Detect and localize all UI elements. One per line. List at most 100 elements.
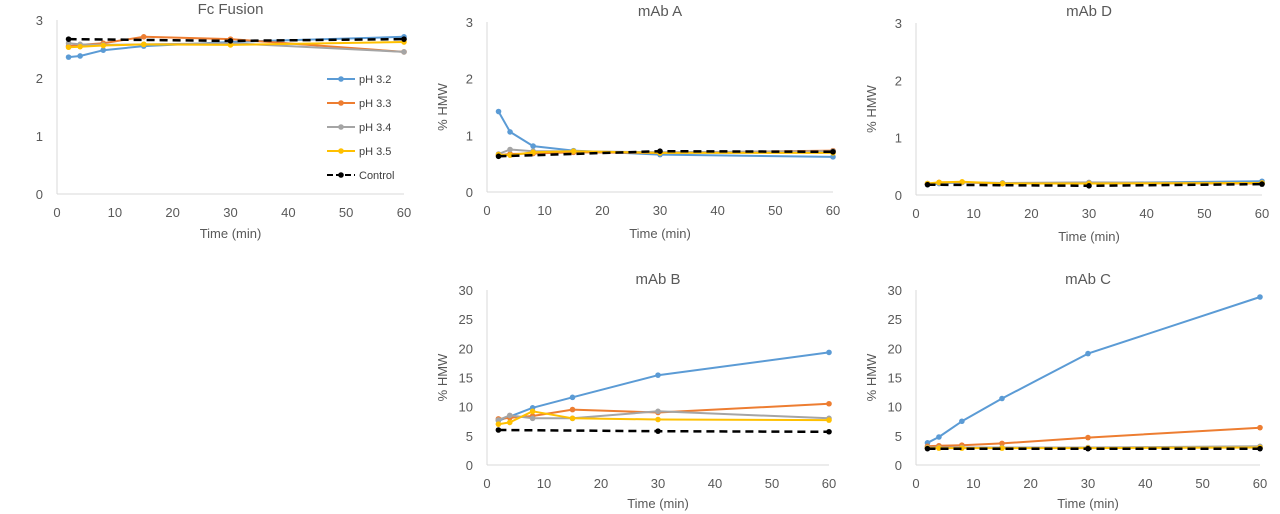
y-tick-label: 15	[888, 371, 902, 386]
data-point	[507, 412, 513, 419]
y-axis-label: % HMW	[864, 353, 879, 401]
data-point	[655, 428, 661, 434]
data-point	[65, 36, 72, 42]
data-point	[655, 416, 661, 423]
y-tick-label: 3	[895, 16, 902, 31]
y-tick-label: 1	[895, 131, 902, 146]
x-axis-label: Time (min)	[1057, 496, 1119, 511]
data-point	[569, 394, 576, 401]
series-ph-3-5	[495, 408, 832, 427]
series-ph-3-2	[924, 294, 1263, 446]
series-control	[65, 36, 407, 44]
legend-item-ph-3-4: pH 3.4	[327, 122, 391, 134]
x-tick-label: 30	[1082, 206, 1096, 221]
x-tick-label: 60	[1253, 476, 1267, 491]
x-tick-label: 20	[1023, 476, 1037, 491]
y-tick-label: 2	[466, 72, 473, 87]
data-point	[495, 427, 502, 433]
data-point	[999, 395, 1005, 402]
x-tick-label: 0	[483, 203, 490, 218]
legend-marker	[338, 124, 344, 130]
data-point	[1085, 350, 1091, 357]
x-tick-label: 60	[822, 476, 836, 491]
y-tick-label: 2	[895, 73, 902, 88]
data-point	[507, 419, 513, 426]
legend: pH 3.2 pH 3.3 pH 3.4 pH 3.5 Control	[327, 74, 394, 182]
x-tick-label: 10	[108, 205, 122, 220]
y-tick-label: 10	[888, 400, 902, 415]
legend-item-ph-3-2: pH 3.2	[327, 74, 391, 86]
x-tick-label: 40	[708, 476, 722, 491]
data-point	[77, 43, 83, 50]
data-point	[100, 42, 107, 49]
chart-mab-c: 0 5 10 15 20 25 30 0 10 20 30 40 50 60 mAb C Time (min)…	[864, 271, 1267, 511]
y-tick-label: 5	[466, 429, 473, 444]
x-tick-label: 20	[594, 476, 608, 491]
data-point	[570, 148, 577, 154]
x-tick-label: 0	[912, 476, 919, 491]
data-point	[495, 153, 502, 160]
y-tick-label: 20	[459, 341, 473, 356]
series-ph-3-4	[495, 408, 832, 423]
data-point	[959, 418, 965, 425]
x-tick-label: 50	[765, 476, 779, 491]
data-point	[65, 40, 72, 46]
chart-title: mAb B	[635, 271, 680, 288]
x-tick-label: 50	[1195, 476, 1209, 491]
x-tick-label: 40	[1139, 206, 1153, 221]
data-point	[924, 445, 931, 452]
x-tick-label: 40	[281, 205, 295, 220]
legend-item-ph-3-3: pH 3.3	[327, 98, 391, 110]
x-axis-label: Time (min)	[200, 226, 262, 241]
data-point	[826, 400, 832, 407]
data-point	[959, 179, 965, 185]
data-point	[1259, 181, 1265, 187]
data-point	[1257, 424, 1263, 431]
y-tick-label: 2	[36, 71, 43, 86]
y-tick-label: 20	[888, 341, 902, 356]
x-tick-label: 40	[710, 203, 724, 218]
x-tick-label: 20	[165, 205, 179, 220]
data-point	[999, 445, 1005, 451]
y-tick-label: 0	[466, 185, 473, 200]
x-tick-label: 0	[912, 206, 919, 221]
y-tick-label: 30	[459, 283, 473, 298]
legend-label: pH 3.3	[359, 98, 391, 110]
y-tick-label: 30	[888, 283, 902, 298]
data-point	[401, 49, 407, 55]
data-point	[999, 440, 1005, 447]
data-point	[530, 149, 536, 156]
y-tick-label: 5	[895, 429, 902, 444]
data-point	[657, 148, 663, 154]
x-axis-label: Time (min)	[1058, 229, 1120, 244]
legend-label: pH 3.4	[359, 122, 391, 134]
series-line	[498, 351, 830, 422]
data-point	[1257, 294, 1263, 300]
series-ph-3-5	[924, 444, 1263, 451]
data-point	[830, 148, 836, 155]
legend-label: Control	[359, 170, 394, 182]
y-tick-label: 1	[36, 129, 43, 144]
x-tick-label: 10	[537, 203, 551, 218]
data-point	[529, 408, 536, 415]
x-tick-label: 40	[1138, 476, 1152, 491]
data-point	[826, 428, 832, 435]
data-point	[140, 41, 147, 48]
x-tick-label: 10	[966, 476, 980, 491]
data-point	[569, 415, 576, 422]
data-point	[495, 421, 502, 427]
data-point	[999, 180, 1006, 187]
y-tick-label: 0	[36, 187, 43, 202]
data-point	[826, 349, 832, 356]
legend-item-ph-3-5: pH 3.5	[327, 146, 391, 158]
data-point	[507, 129, 513, 135]
series-control	[495, 148, 836, 160]
series-line	[927, 426, 1261, 448]
x-tick-label: 10	[537, 476, 551, 491]
x-tick-label: 20	[1024, 206, 1038, 221]
series-control	[495, 427, 832, 435]
x-tick-label: 30	[653, 203, 667, 218]
data-point	[936, 445, 942, 451]
x-tick-label: 60	[397, 205, 411, 220]
data-point	[227, 38, 234, 44]
